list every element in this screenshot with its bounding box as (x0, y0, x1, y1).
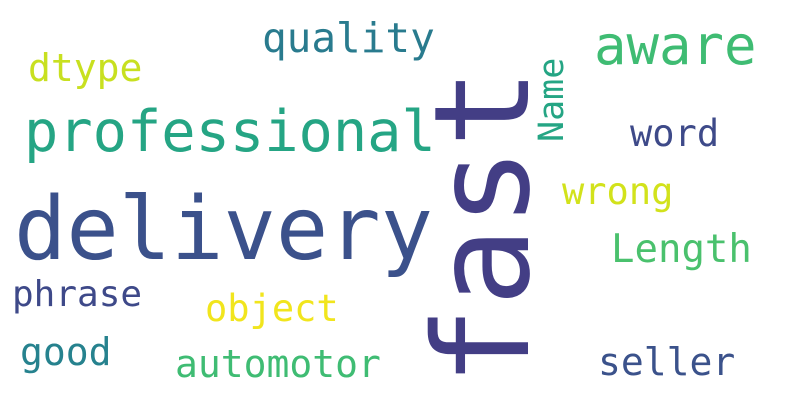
word-aware: aware (594, 14, 757, 77)
word-word: word (630, 112, 720, 155)
word-good: good (20, 330, 112, 374)
word-dtype: dtype (28, 46, 143, 90)
word-fast: fast (406, 68, 560, 386)
word-seller: seller (598, 340, 736, 384)
word-delivery: delivery (14, 178, 434, 280)
word-phrase: phrase (12, 274, 143, 315)
word-object: object (205, 287, 339, 330)
word-wrong: wrong (562, 170, 674, 213)
word-professional: professional (24, 99, 436, 165)
word-name: Name (532, 57, 572, 142)
word-length: Length (611, 227, 752, 272)
word-quality: quality (262, 14, 435, 62)
word-automotor: automotor (175, 342, 381, 386)
